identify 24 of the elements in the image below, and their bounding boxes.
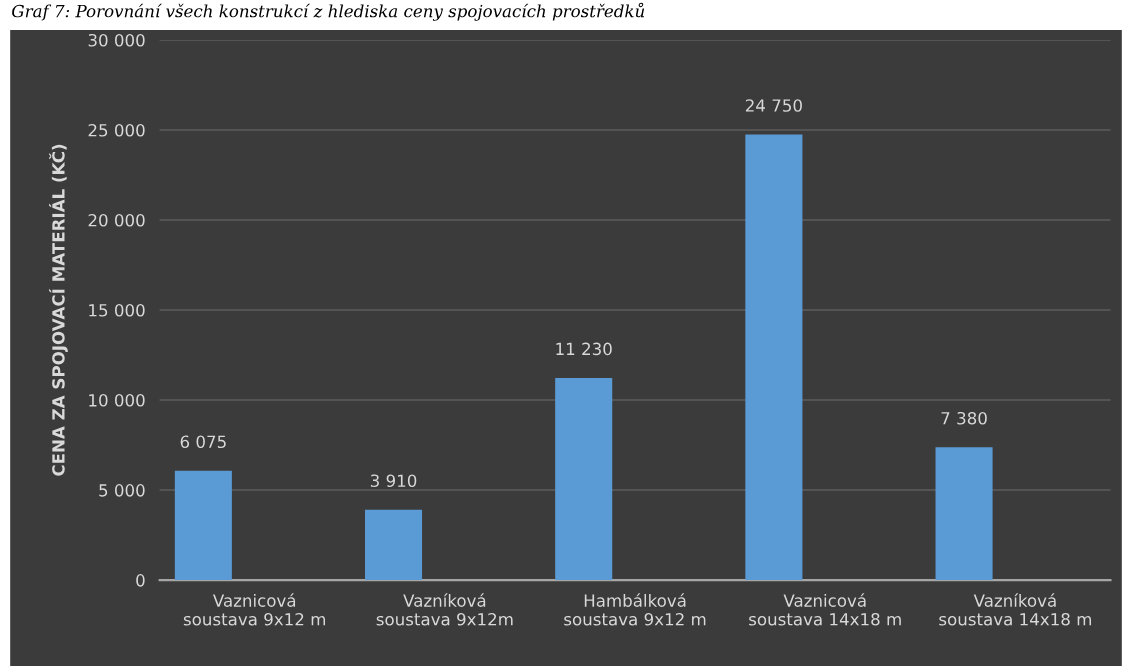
bar <box>174 470 232 581</box>
bar <box>935 447 993 581</box>
x-tick-label: Vaznicová soustava 14x18 m <box>749 593 901 626</box>
data-label: 11 230 <box>556 342 612 356</box>
y-tick-label: 5 000 <box>99 484 145 497</box>
y-tick-label: 30 000 <box>88 33 145 47</box>
x-tick-label: Hambálková soustava 9x12 m <box>564 593 706 626</box>
y-tick-label: 15 000 <box>89 303 145 317</box>
data-label: 6 075 <box>180 435 226 449</box>
bar <box>555 377 613 581</box>
y-tick-label: 20 000 <box>88 213 145 227</box>
x-tick-label: Vaznicová soustava 9x12 m <box>183 593 326 626</box>
data-label: 24 750 <box>745 99 802 112</box>
x-tick-label: Vazníková soustava 14x18 m <box>939 593 1092 626</box>
x-tick-label: Vazníková soustava 9x12m <box>376 593 513 626</box>
y-axis-title: CENA ZA SPOJOVACÍ MATERIÁL (KČ) <box>49 144 68 476</box>
chart-title: Graf 7: Porovnání všech konstrukcí z hlediska ceny spojovacích prostředků <box>12 2 645 21</box>
y-tick-label: 10 000 <box>89 394 145 407</box>
data-label: 3 910 <box>370 474 417 488</box>
y-tick-label: 0 <box>136 574 145 587</box>
y-tick-label: 25 000 <box>88 123 145 137</box>
data-label: 7 380 <box>941 411 987 425</box>
bar <box>365 509 423 581</box>
bar <box>745 134 803 581</box>
